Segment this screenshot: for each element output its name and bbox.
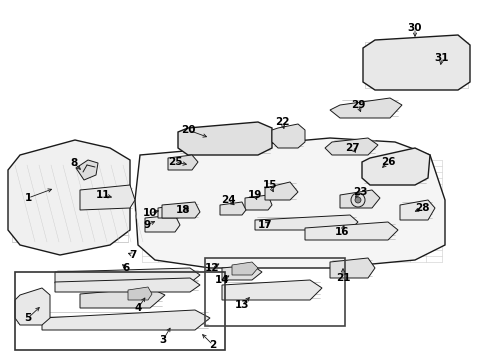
Text: 15: 15 bbox=[262, 180, 277, 190]
Text: 25: 25 bbox=[167, 157, 182, 167]
Polygon shape bbox=[339, 190, 379, 208]
Text: 3: 3 bbox=[159, 335, 166, 345]
Polygon shape bbox=[222, 280, 321, 300]
Text: 22: 22 bbox=[274, 117, 289, 127]
Polygon shape bbox=[76, 160, 98, 180]
Text: 18: 18 bbox=[175, 205, 190, 215]
Text: 8: 8 bbox=[70, 158, 78, 168]
Polygon shape bbox=[264, 182, 297, 200]
Text: 14: 14 bbox=[214, 275, 229, 285]
Text: 28: 28 bbox=[414, 203, 428, 213]
Text: 23: 23 bbox=[352, 187, 366, 197]
Polygon shape bbox=[15, 288, 50, 325]
Circle shape bbox=[354, 197, 360, 203]
Text: 17: 17 bbox=[257, 220, 272, 230]
Polygon shape bbox=[222, 265, 262, 280]
Polygon shape bbox=[168, 155, 198, 170]
Text: 13: 13 bbox=[234, 300, 249, 310]
Text: 30: 30 bbox=[407, 23, 421, 33]
Text: 21: 21 bbox=[335, 273, 349, 283]
Text: 2: 2 bbox=[209, 340, 216, 350]
Polygon shape bbox=[220, 202, 245, 215]
Polygon shape bbox=[178, 122, 271, 155]
Polygon shape bbox=[55, 268, 200, 283]
Polygon shape bbox=[325, 138, 377, 155]
Polygon shape bbox=[8, 140, 130, 255]
Polygon shape bbox=[362, 35, 469, 90]
Text: 29: 29 bbox=[350, 100, 365, 110]
Text: 6: 6 bbox=[122, 263, 129, 273]
Text: 20: 20 bbox=[181, 125, 195, 135]
Polygon shape bbox=[361, 148, 429, 185]
Polygon shape bbox=[254, 215, 357, 230]
Polygon shape bbox=[135, 138, 444, 268]
Text: 16: 16 bbox=[334, 227, 348, 237]
Text: 31: 31 bbox=[434, 53, 448, 63]
Polygon shape bbox=[55, 278, 200, 292]
Text: 19: 19 bbox=[247, 190, 262, 200]
Polygon shape bbox=[231, 262, 258, 275]
Text: 26: 26 bbox=[380, 157, 394, 167]
Polygon shape bbox=[271, 124, 305, 148]
Text: 11: 11 bbox=[96, 190, 110, 200]
Text: 7: 7 bbox=[129, 250, 137, 260]
Polygon shape bbox=[162, 202, 200, 218]
Polygon shape bbox=[329, 98, 401, 118]
Polygon shape bbox=[42, 310, 209, 330]
Polygon shape bbox=[399, 200, 434, 220]
Polygon shape bbox=[329, 258, 374, 278]
Polygon shape bbox=[128, 287, 152, 300]
Polygon shape bbox=[80, 288, 164, 308]
Text: 4: 4 bbox=[134, 303, 142, 313]
Polygon shape bbox=[80, 185, 135, 210]
Polygon shape bbox=[145, 215, 180, 232]
Text: 9: 9 bbox=[143, 220, 150, 230]
Text: 1: 1 bbox=[24, 193, 32, 203]
Text: 27: 27 bbox=[344, 143, 359, 153]
Polygon shape bbox=[305, 222, 397, 240]
Text: 5: 5 bbox=[24, 313, 32, 323]
Text: 10: 10 bbox=[142, 208, 157, 218]
Polygon shape bbox=[158, 205, 183, 218]
Polygon shape bbox=[244, 195, 271, 210]
Text: 24: 24 bbox=[220, 195, 235, 205]
Text: 12: 12 bbox=[204, 263, 219, 273]
